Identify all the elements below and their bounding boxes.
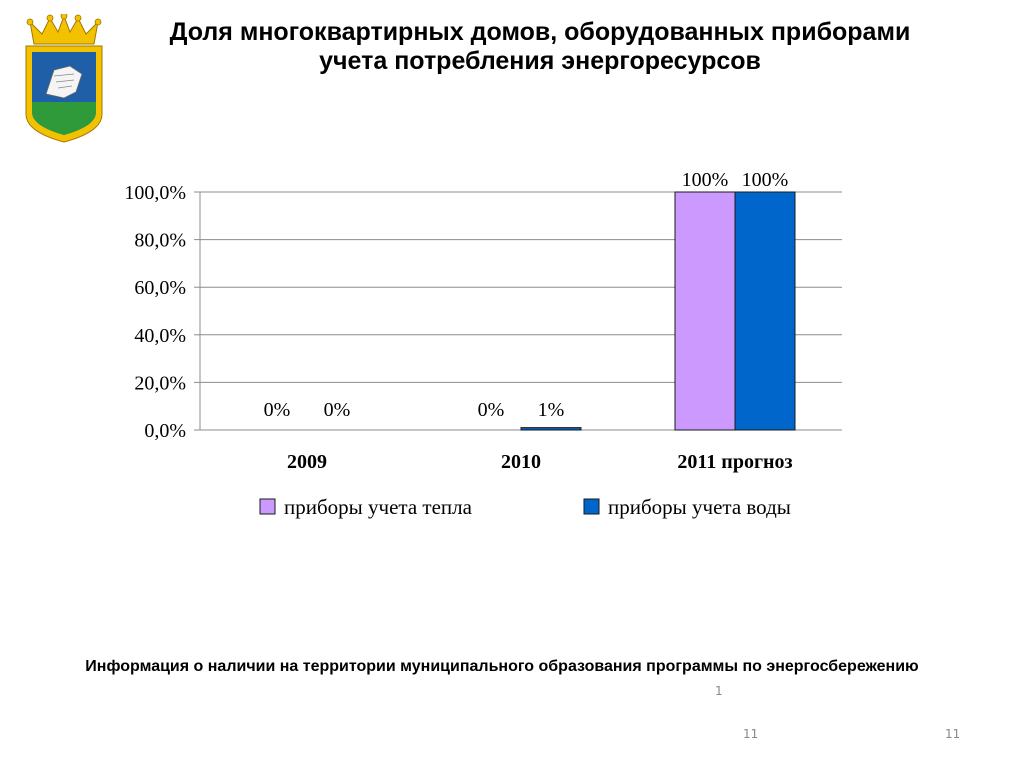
bar-chart: 0,0% 20,0% 40,0% 60,0% 80,0% 100,0% 0% 0% 0% 1% 1… xyxy=(124,169,842,519)
y-tick-label: 0,0% xyxy=(144,420,186,442)
legend-swatch xyxy=(583,498,600,515)
bar xyxy=(674,191,736,431)
data-label: 1% xyxy=(538,399,565,421)
x-tick-label: 2010 xyxy=(501,451,541,473)
chart-legend: приборы учета тепла приборы учета воды xyxy=(259,495,791,519)
y-tick-label: 60,0% xyxy=(134,277,186,299)
chart-data-labels: 0% 0% 0% 1% 100% 100% xyxy=(264,169,789,421)
footnote-mark: 1 xyxy=(715,684,723,698)
x-axis-ticks: 2009 2010 2011 прогноз xyxy=(287,451,793,473)
coat-of-arms-icon xyxy=(25,14,103,143)
y-tick-label: 80,0% xyxy=(134,230,186,252)
page-number-left: 11 xyxy=(743,727,759,741)
data-label: 0% xyxy=(324,399,351,421)
footer-text: Информация о наличии на территории муниц… xyxy=(85,658,919,675)
x-tick-label: 2009 xyxy=(287,451,327,473)
title-line-2: учета потребления энергоресурсов xyxy=(319,47,761,75)
legend-swatch xyxy=(259,498,276,515)
page-number-right: 11 xyxy=(945,727,961,741)
legend-label: приборы учета воды xyxy=(608,495,791,519)
slide-title: Доля многоквартирных домов, оборудованны… xyxy=(110,18,970,76)
y-tick-label: 40,0% xyxy=(134,325,186,347)
y-tick-label: 20,0% xyxy=(134,372,186,394)
bar xyxy=(520,427,582,431)
y-axis-ticks: 0,0% 20,0% 40,0% 60,0% 80,0% 100,0% xyxy=(124,182,186,442)
title-line-1: Доля многоквартирных домов, оборудованны… xyxy=(169,18,911,46)
legend-label: приборы учета тепла xyxy=(284,495,473,519)
data-label: 100% xyxy=(682,169,729,191)
bar xyxy=(734,191,796,431)
data-label: 0% xyxy=(264,399,291,421)
data-label: 0% xyxy=(478,399,505,421)
chart-bars xyxy=(520,191,796,431)
y-tick-label: 100,0% xyxy=(124,182,186,204)
data-label: 100% xyxy=(742,169,789,191)
x-tick-label: 2011 прогноз xyxy=(677,451,792,473)
